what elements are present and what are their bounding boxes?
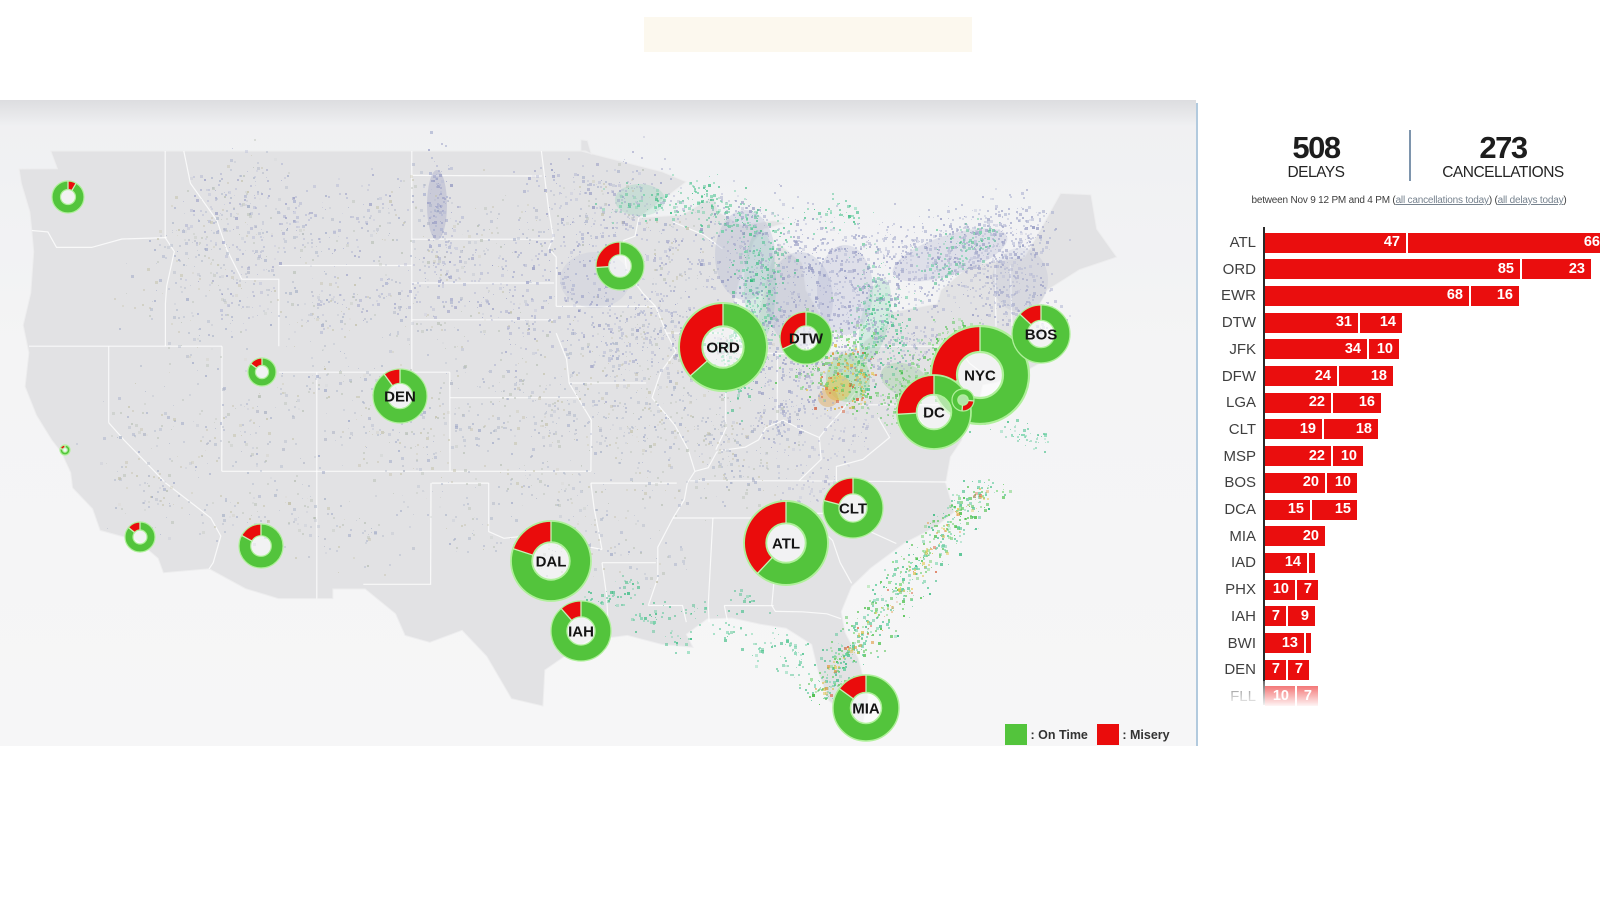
- svg-text:DAL: DAL: [536, 554, 567, 571]
- svg-text:DEN: DEN: [384, 389, 416, 406]
- svg-text:DTW: DTW: [789, 331, 824, 348]
- svg-text:DC: DC: [923, 405, 945, 422]
- svg-text:IAH: IAH: [568, 624, 594, 641]
- svg-text:BOS: BOS: [1025, 327, 1058, 344]
- svg-text:MIA: MIA: [852, 701, 880, 718]
- svg-text:ORD: ORD: [706, 340, 740, 357]
- svg-text:NYC: NYC: [964, 368, 996, 385]
- svg-text:CLT: CLT: [839, 501, 867, 518]
- svg-text:ATL: ATL: [772, 536, 800, 553]
